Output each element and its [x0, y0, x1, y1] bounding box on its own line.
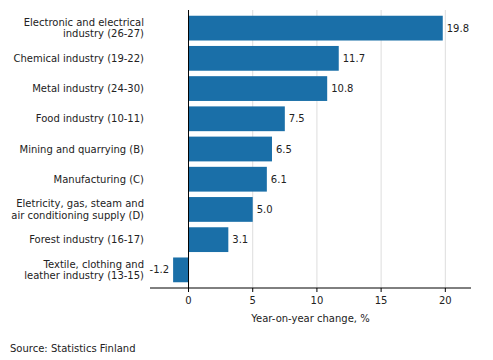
bars: [173, 16, 443, 283]
bar: [189, 76, 328, 101]
bar: [189, 167, 267, 192]
y-axis: Textile, clothing andleather industry (1…: [11, 17, 144, 281]
grid-line: [188, 10, 189, 288]
category-label: Eletricity, gas, steam andair conditioni…: [11, 198, 144, 221]
bar: [189, 137, 272, 162]
data-label: 6.5: [276, 144, 292, 155]
data-label: 6.1: [271, 174, 287, 185]
data-labels: -1.2 3.1 5.0 6.1 6.5 7.5 10.8 11.7 19.8: [150, 23, 469, 276]
grid: [189, 10, 446, 288]
bar: [189, 106, 285, 131]
x-axis: 0 5 10 15 20 Year-on-year change, %: [150, 288, 471, 324]
grid-line: [445, 10, 446, 288]
bar: [189, 46, 339, 71]
tick-label: 20: [439, 295, 452, 306]
tick-label: 5: [250, 295, 256, 306]
tick-mark: [316, 288, 317, 292]
tick-mark: [381, 288, 382, 292]
bar: [189, 16, 443, 41]
chart: -1.2 3.1 5.0 6.1 6.5 7.5 10.8 11.7 19.8 Textile, …: [0, 0, 493, 360]
tick-mark: [445, 288, 446, 292]
axis-line: [150, 288, 471, 289]
category-label: Electronic and electricalindustry (26-27…: [24, 17, 144, 40]
tick-label: 10: [311, 295, 324, 306]
tick-mark: [188, 288, 189, 292]
data-label: 5.0: [257, 204, 273, 215]
category-label: Metal industry (24-30): [32, 83, 144, 94]
grid-line: [381, 10, 382, 288]
category-label: Chemical industry (19-22): [13, 53, 144, 64]
bar: [189, 197, 253, 222]
data-label: 7.5: [289, 113, 305, 124]
category-label: Mining and quarrying (B): [20, 144, 145, 155]
data-label: 10.8: [331, 83, 353, 94]
category-label: Textile, clothing andleather industry (1…: [24, 259, 144, 282]
data-label: -1.2: [150, 264, 170, 275]
zero-line: [188, 10, 189, 288]
category-label: Food industry (10-11): [36, 113, 144, 124]
bar: [173, 257, 188, 282]
category-label: Manufacturing (C): [54, 174, 144, 185]
category-label: Forest industry (16-17): [29, 234, 144, 245]
bar: [189, 227, 229, 252]
tick-label: 0: [185, 295, 191, 306]
tick-mark: [252, 288, 253, 292]
tick-label: 15: [375, 295, 388, 306]
x-axis-label: Year-on-year change, %: [250, 313, 369, 324]
data-label: 11.7: [343, 53, 365, 64]
data-label: 3.1: [232, 234, 248, 245]
source-note: Source: Statistics Finland: [10, 343, 136, 354]
data-label: 19.8: [447, 23, 469, 34]
